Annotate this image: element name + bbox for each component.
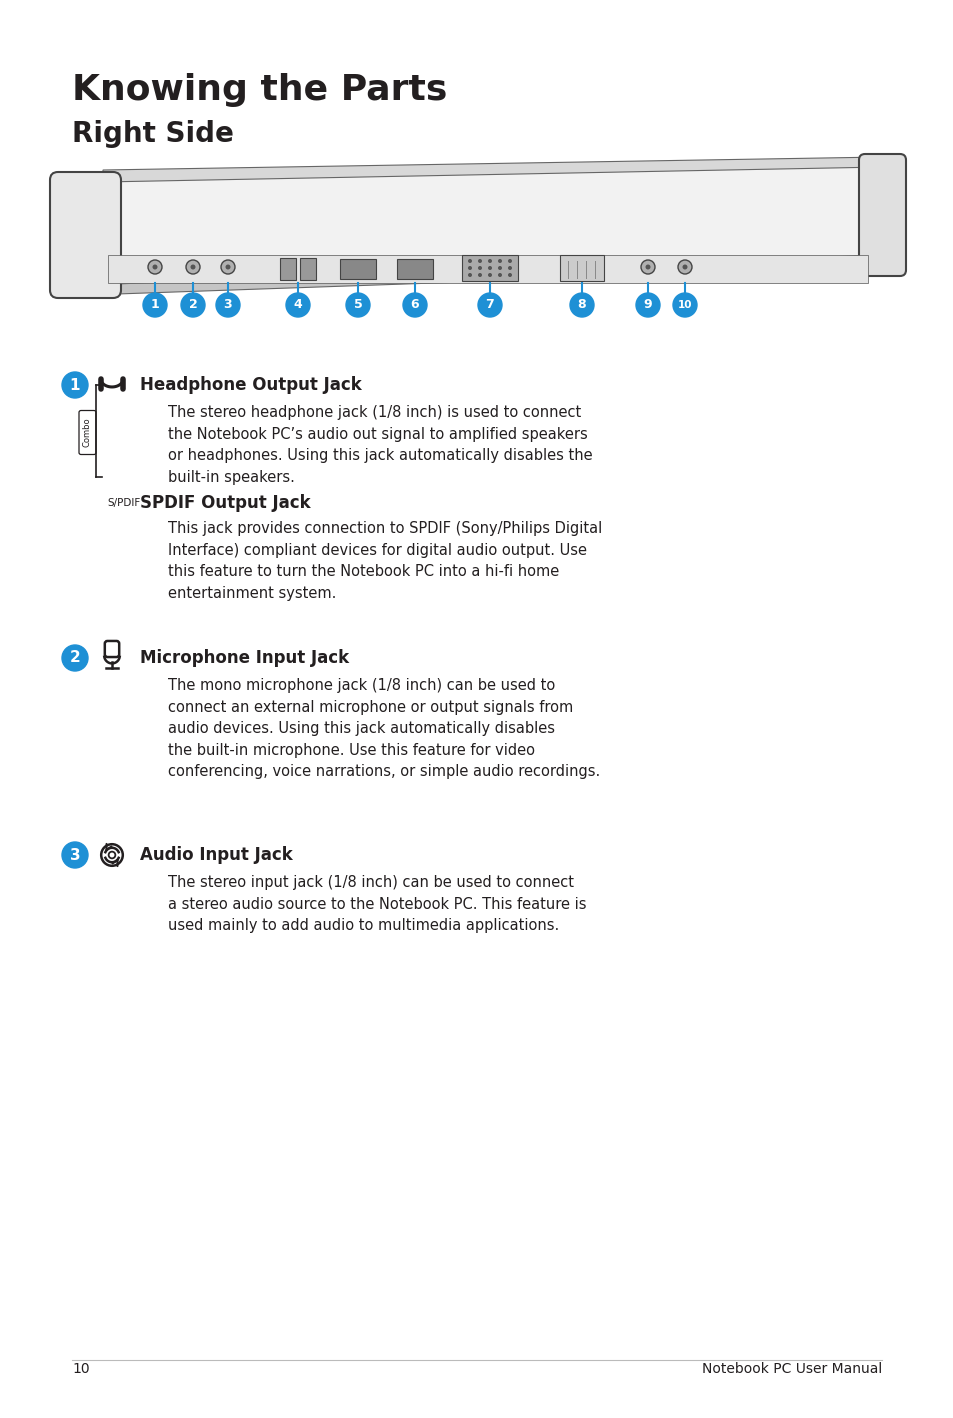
Text: 10: 10 [71, 1363, 90, 1375]
Circle shape [477, 259, 481, 262]
Text: Combo: Combo [83, 418, 91, 447]
Circle shape [681, 265, 687, 269]
Text: 1: 1 [70, 377, 80, 393]
Text: The stereo input jack (1/8 inch) can be used to connect
a stereo audio source to: The stereo input jack (1/8 inch) can be … [168, 875, 586, 933]
Circle shape [221, 259, 234, 274]
Text: SPDIF Output Jack: SPDIF Output Jack [140, 493, 311, 512]
Circle shape [488, 259, 492, 262]
Circle shape [488, 267, 492, 269]
Circle shape [507, 259, 512, 262]
Circle shape [569, 294, 594, 318]
Text: 8: 8 [578, 299, 586, 312]
Circle shape [477, 274, 481, 277]
Text: 3: 3 [70, 848, 80, 862]
Circle shape [181, 294, 205, 318]
FancyBboxPatch shape [461, 255, 517, 281]
Text: Audio Input Jack: Audio Input Jack [140, 847, 293, 864]
Circle shape [477, 267, 481, 269]
Polygon shape [103, 157, 882, 182]
Text: Notebook PC User Manual: Notebook PC User Manual [701, 1363, 882, 1375]
FancyBboxPatch shape [559, 255, 603, 281]
Text: The mono microphone jack (1/8 inch) can be used to
connect an external microphon: The mono microphone jack (1/8 inch) can … [168, 678, 599, 780]
Text: Microphone Input Jack: Microphone Input Jack [140, 649, 349, 666]
FancyBboxPatch shape [858, 155, 905, 277]
FancyBboxPatch shape [396, 259, 433, 279]
Circle shape [215, 294, 240, 318]
Circle shape [186, 259, 200, 274]
Circle shape [286, 294, 310, 318]
Circle shape [402, 294, 427, 318]
Text: 4: 4 [294, 299, 302, 312]
FancyBboxPatch shape [339, 259, 375, 279]
Circle shape [148, 259, 162, 274]
Text: 2: 2 [70, 651, 80, 665]
Circle shape [468, 267, 472, 269]
Polygon shape [88, 255, 894, 295]
Circle shape [143, 294, 167, 318]
Circle shape [640, 259, 655, 274]
Circle shape [152, 265, 157, 269]
Circle shape [62, 842, 88, 868]
FancyBboxPatch shape [299, 258, 315, 279]
Circle shape [468, 274, 472, 277]
Polygon shape [88, 164, 894, 285]
FancyBboxPatch shape [79, 410, 96, 455]
Circle shape [507, 274, 512, 277]
Circle shape [477, 294, 501, 318]
Circle shape [636, 294, 659, 318]
FancyBboxPatch shape [50, 172, 121, 298]
Circle shape [497, 267, 501, 269]
Text: The stereo headphone jack (1/8 inch) is used to connect
the Notebook PC’s audio : The stereo headphone jack (1/8 inch) is … [168, 406, 592, 485]
FancyBboxPatch shape [108, 255, 867, 284]
Circle shape [62, 645, 88, 671]
Text: S/PDIF: S/PDIF [107, 498, 140, 508]
Circle shape [191, 265, 195, 269]
Circle shape [678, 259, 691, 274]
Circle shape [507, 267, 512, 269]
Circle shape [497, 259, 501, 262]
Circle shape [497, 274, 501, 277]
Text: 1: 1 [151, 299, 159, 312]
Text: 10: 10 [677, 301, 692, 311]
Text: Knowing the Parts: Knowing the Parts [71, 72, 447, 106]
Circle shape [468, 259, 472, 262]
Text: Right Side: Right Side [71, 121, 233, 147]
Circle shape [225, 265, 231, 269]
Circle shape [346, 294, 370, 318]
Circle shape [672, 294, 697, 318]
Text: 2: 2 [189, 299, 197, 312]
Text: Headphone Output Jack: Headphone Output Jack [140, 376, 361, 394]
Circle shape [645, 265, 650, 269]
Text: 7: 7 [485, 299, 494, 312]
Text: 3: 3 [223, 299, 233, 312]
Text: 5: 5 [354, 299, 362, 312]
FancyBboxPatch shape [280, 258, 295, 279]
Circle shape [62, 372, 88, 398]
Text: 9: 9 [643, 299, 652, 312]
Text: 6: 6 [410, 299, 419, 312]
Circle shape [488, 274, 492, 277]
Text: This jack provides connection to SPDIF (Sony/Philips Digital
Interface) complian: This jack provides connection to SPDIF (… [168, 520, 601, 601]
